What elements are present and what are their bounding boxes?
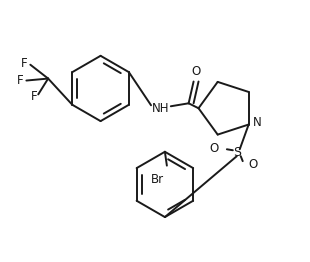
Text: NH: NH [152, 102, 170, 115]
Text: O: O [191, 64, 200, 78]
Text: Br: Br [150, 173, 164, 185]
Text: S: S [233, 146, 241, 159]
Text: O: O [210, 142, 219, 155]
Text: O: O [249, 158, 258, 171]
Text: F: F [21, 57, 27, 70]
Text: F: F [31, 90, 37, 103]
Text: F: F [17, 74, 24, 87]
Text: N: N [253, 116, 261, 129]
